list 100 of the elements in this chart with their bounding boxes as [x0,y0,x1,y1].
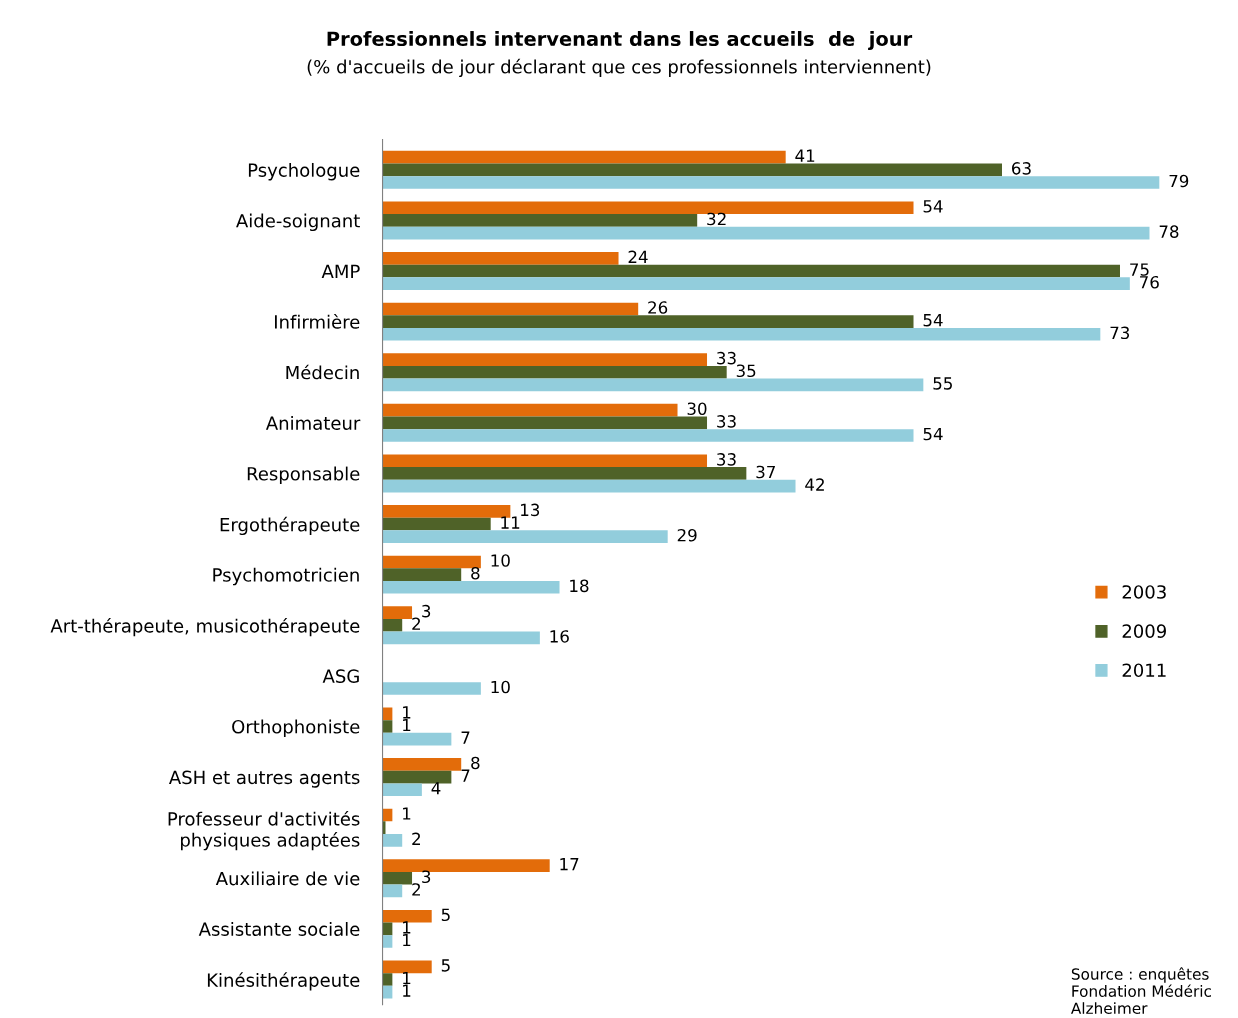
data-label: 16 [550,630,569,643]
bar [382,150,786,164]
data-label: 33 [717,415,736,428]
bar [382,252,619,265]
bar [382,505,511,518]
data-label: 75 [1130,263,1149,276]
y-tick-label: AMP [321,264,360,278]
data-label: 5 [441,908,450,922]
y-tick-label: Auxiliaire de vie [215,871,360,886]
data-label: 54 [923,427,943,441]
bar [382,517,491,531]
bar [382,429,914,442]
y-tick-label: Psychologue [248,162,360,181]
bar [382,720,393,733]
y-tick-label: Assistante sociale [198,922,360,936]
data-label: 63 [1012,162,1031,175]
data-label: 1 [403,807,411,820]
data-label: 55 [933,377,952,390]
bar [382,467,747,480]
bar [382,365,727,379]
data-label: 32 [707,212,726,226]
bar [382,973,393,986]
bar [382,327,1101,341]
bar [382,302,639,316]
bar [382,909,432,923]
data-label: 2 [412,832,420,845]
data-label: 17 [560,858,579,871]
data-label: 33 [717,453,736,466]
data-label: 7 [461,769,470,782]
data-label: 54 [923,314,943,327]
data-label: 1 [403,718,411,732]
bar [382,277,1130,291]
data-label: 10 [491,680,510,694]
data-label: 37 [756,465,775,479]
bar [382,631,540,645]
bar [382,758,462,771]
data-label: 42 [805,478,824,491]
bar [382,479,796,493]
bar [382,682,481,695]
y-tick-label: ASH et autres agents [168,770,360,788]
data-label: 76 [1140,275,1159,289]
y-tick-label: Orthophoniste [232,719,360,738]
y-tick-label: Animateur [265,415,361,430]
data-label: 8 [471,756,480,770]
y-tick-label: ASG [322,669,359,683]
data-label: 4 [431,782,441,795]
y-tick-label: Kinésithérapeute [207,972,360,991]
data-label: 11 [501,516,520,529]
bar [382,618,403,632]
data-label: 30 [687,402,707,416]
bar [382,264,1120,278]
data-label: 29 [677,528,697,542]
bar [382,353,708,366]
data-label: 33 [717,351,736,365]
bar [382,871,413,885]
data-label: 1 [403,933,411,947]
data-label: 1 [403,971,411,985]
bar [382,403,678,417]
y-tick-label: Responsable [247,466,360,485]
data-label: 1 [403,921,411,934]
data-label: 26 [648,301,668,314]
bar [382,555,481,569]
y-tick-label: Infirmière [275,314,360,329]
data-label: 18 [570,579,589,593]
bar [382,960,432,974]
bar [382,214,698,227]
data-label: 1 [403,984,411,997]
y-tick-label: Psychomotricien [213,567,359,586]
legend-label: 2011 [1122,663,1166,678]
bar [382,884,403,898]
bar [382,176,1160,189]
bar [382,530,668,544]
bar [382,226,1150,240]
bar [382,770,452,784]
bar [382,732,452,746]
chart-subtitle: (% d'accueils de jour déclarant que ces professionnels interviennent) [307,58,931,78]
legend-label: 2003 [1122,585,1166,599]
bar [382,454,708,468]
data-label: 24 [628,250,648,263]
bar [382,378,924,392]
data-label: 8 [471,566,480,580]
data-label: 79 [1169,174,1189,188]
bar [382,606,413,619]
data-label: 73 [1110,326,1130,340]
data-label: 10 [491,554,510,567]
y-tick-label: Aide-soignant [236,213,360,232]
y-tick-label: Professeur d'activités physiques adaptées [168,810,360,851]
y-tick-label: Art-thérapeute, musicothérapeute [50,618,360,637]
legend-label: 2009 [1122,624,1166,638]
data-label: 35 [736,364,756,378]
annotation: Source : enquêtes Fondation Médéric Alzheimer [1070,967,1211,1015]
data-label: 54 [923,200,943,213]
y-tick-label: Médecin [286,364,359,380]
data-label: 2 [412,617,420,630]
bar [382,163,1002,177]
bar [382,833,403,847]
data-label: 3 [422,604,431,618]
data-label: 1 [403,706,411,719]
bar [382,416,708,430]
chart-title: Professionnels intervenant dans les accueils de jour [327,31,913,51]
